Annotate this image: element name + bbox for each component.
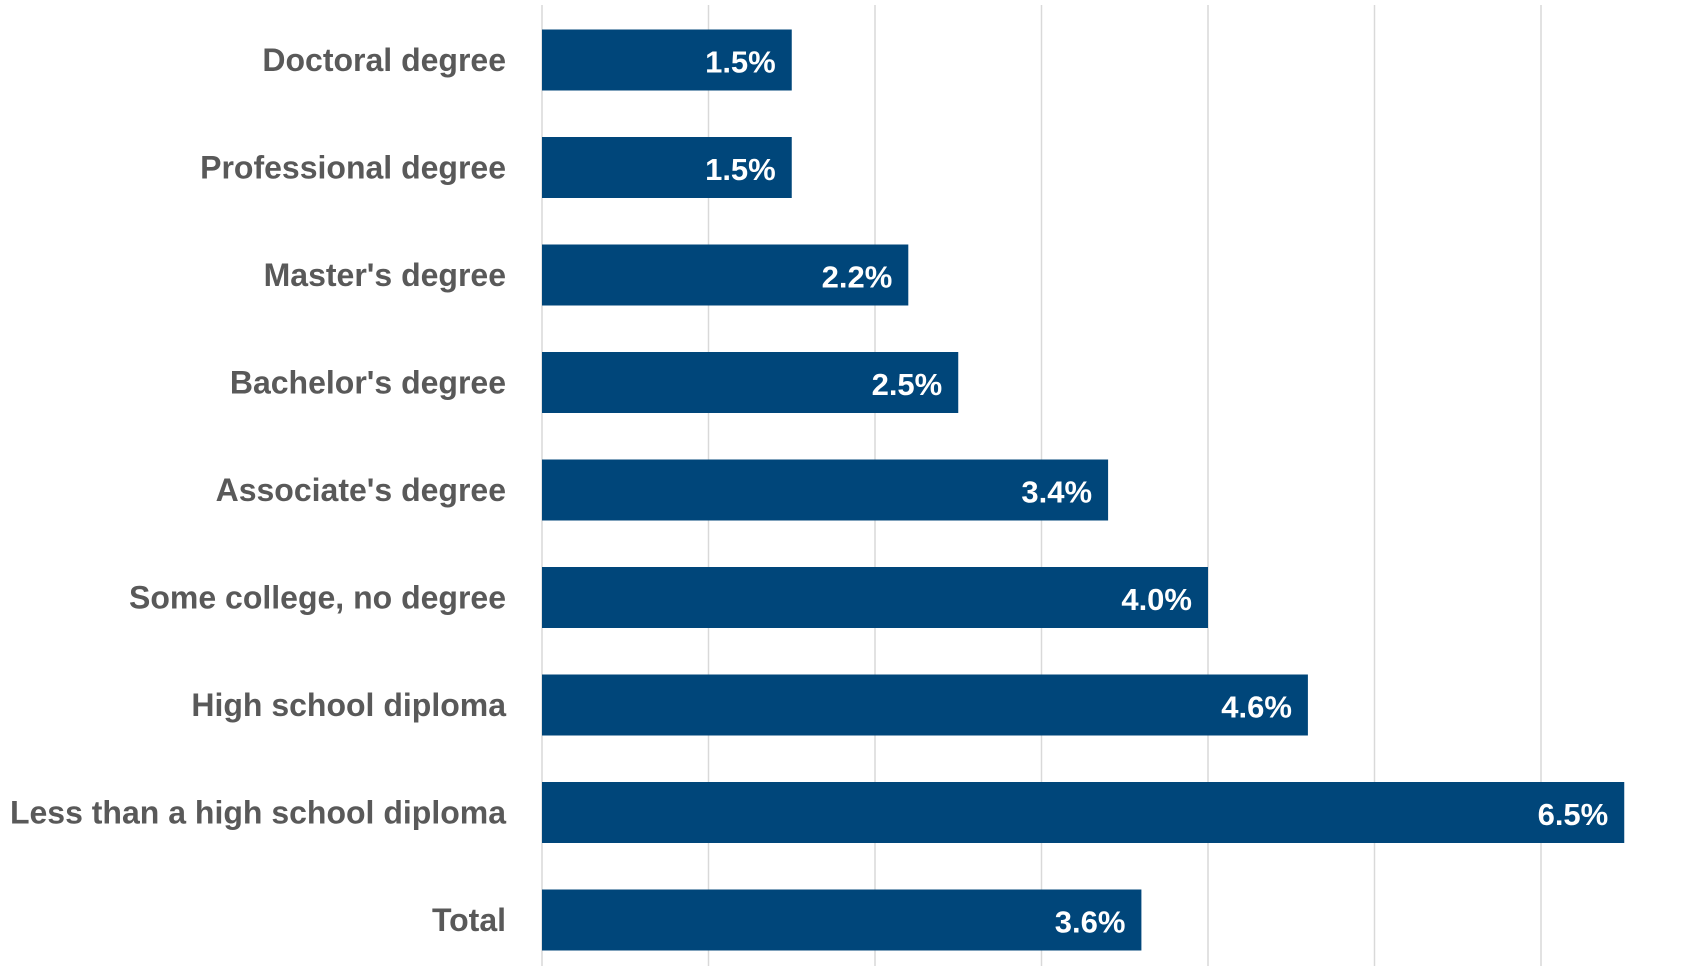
bar	[542, 459, 1109, 521]
category-label: Some college, no degree	[129, 580, 506, 616]
category-label: Bachelor's degree	[230, 365, 506, 401]
bar	[542, 29, 792, 91]
bar	[542, 782, 1625, 843]
data-label: 2.5%	[872, 367, 943, 402]
category-label: Master's degree	[264, 257, 506, 293]
category-labels: Doctoral degree Professional degree Master…	[10, 42, 506, 938]
bar	[542, 137, 792, 198]
category-label: Professional degree	[200, 150, 506, 186]
data-label: 2.2%	[822, 260, 893, 295]
data-label: 3.6%	[1055, 905, 1126, 940]
bar	[542, 352, 959, 413]
data-label: 4.0%	[1121, 582, 1192, 617]
category-label: Doctoral degree	[262, 42, 506, 78]
data-label: 3.4%	[1021, 475, 1092, 510]
data-labels: 1.5% 1.5% 2.2% 2.5% 3.4% 4.0% 4.6% 6.5% 3.6%	[705, 45, 1608, 940]
bar	[542, 567, 1208, 628]
data-label: 4.6%	[1221, 690, 1292, 725]
data-label: 1.5%	[705, 45, 776, 80]
data-label: 6.5%	[1538, 797, 1609, 832]
bars	[542, 29, 1625, 951]
bar	[542, 674, 1308, 736]
category-label: Less than a high school diploma	[10, 795, 506, 831]
bar	[542, 244, 909, 306]
bar	[542, 889, 1142, 951]
category-label: Total	[432, 902, 506, 938]
data-label: 1.5%	[705, 152, 776, 187]
category-label: High school diploma	[191, 687, 506, 723]
category-label: Associate's degree	[216, 472, 506, 508]
